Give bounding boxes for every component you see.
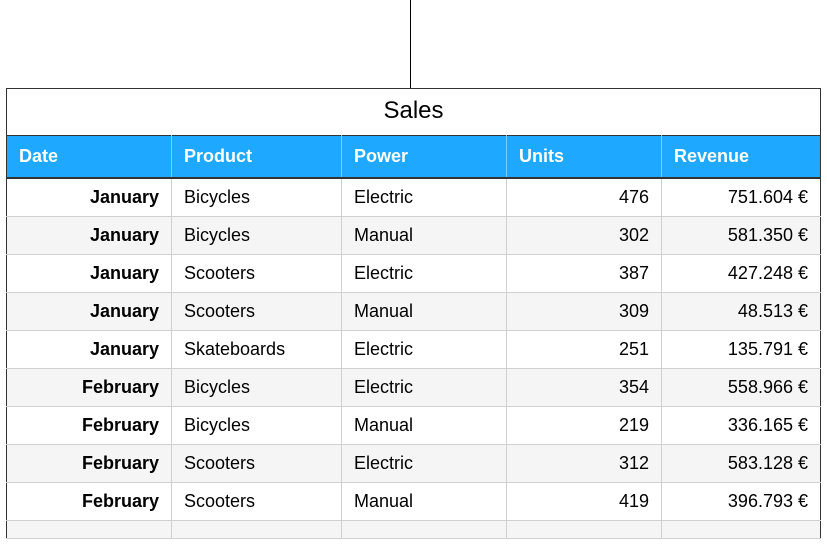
cell-units[interactable]: 251 xyxy=(507,331,662,369)
header-revenue[interactable]: Revenue xyxy=(662,136,821,179)
cell-product[interactable]: Bicycles xyxy=(172,407,342,445)
cell-units[interactable]: 387 xyxy=(507,255,662,293)
cell-date[interactable]: February xyxy=(7,483,172,521)
cell-product[interactable]: Bicycles xyxy=(172,217,342,255)
cell-power[interactable]: Manual xyxy=(342,407,507,445)
cell-units[interactable]: 312 xyxy=(507,445,662,483)
table-header-row: Date Product Power Units Revenue xyxy=(7,136,821,179)
cell-power[interactable]: Electric xyxy=(342,255,507,293)
cell-date[interactable]: January xyxy=(7,293,172,331)
cell-revenue[interactable]: 396.793 € xyxy=(662,483,821,521)
cell-empty[interactable] xyxy=(7,521,172,539)
cell-units[interactable]: 476 xyxy=(507,178,662,217)
cell-power[interactable]: Electric xyxy=(342,331,507,369)
table-row[interactable]: January Scooters Electric 387 427.248 € xyxy=(7,255,821,293)
cell-revenue[interactable]: 135.791 € xyxy=(662,331,821,369)
table-row[interactable]: February Bicycles Manual 219 336.165 € xyxy=(7,407,821,445)
header-power[interactable]: Power xyxy=(342,136,507,179)
cell-product[interactable]: Scooters xyxy=(172,255,342,293)
table-row[interactable]: January Bicycles Manual 302 581.350 € xyxy=(7,217,821,255)
cell-date[interactable]: February xyxy=(7,445,172,483)
sales-table-container: Sales Date Product Power Units Revenue J… xyxy=(6,88,821,539)
table-row[interactable]: February Scooters Electric 312 583.128 € xyxy=(7,445,821,483)
cell-units[interactable]: 302 xyxy=(507,217,662,255)
cell-units[interactable]: 354 xyxy=(507,369,662,407)
header-product[interactable]: Product xyxy=(172,136,342,179)
cell-revenue[interactable]: 427.248 € xyxy=(662,255,821,293)
cell-revenue[interactable]: 336.165 € xyxy=(662,407,821,445)
cell-date[interactable]: January xyxy=(7,331,172,369)
cell-revenue[interactable]: 583.128 € xyxy=(662,445,821,483)
cell-power[interactable]: Manual xyxy=(342,217,507,255)
cell-power[interactable]: Electric xyxy=(342,369,507,407)
cell-empty[interactable] xyxy=(662,521,821,539)
cell-units[interactable]: 419 xyxy=(507,483,662,521)
cell-empty[interactable] xyxy=(172,521,342,539)
cell-date[interactable]: February xyxy=(7,369,172,407)
table-row[interactable]: February Scooters Manual 419 396.793 € xyxy=(7,483,821,521)
cell-revenue[interactable]: 751.604 € xyxy=(662,178,821,217)
cell-power[interactable]: Electric xyxy=(342,178,507,217)
table-row[interactable]: January Scooters Manual 309 48.513 € xyxy=(7,293,821,331)
header-date[interactable]: Date xyxy=(7,136,172,179)
cell-product[interactable]: Skateboards xyxy=(172,331,342,369)
cell-empty[interactable] xyxy=(342,521,507,539)
table-row[interactable]: February Bicycles Electric 354 558.966 € xyxy=(7,369,821,407)
sales-table: Date Product Power Units Revenue January… xyxy=(6,135,821,539)
cell-revenue[interactable]: 581.350 € xyxy=(662,217,821,255)
cell-product[interactable]: Scooters xyxy=(172,483,342,521)
cell-units[interactable]: 309 xyxy=(507,293,662,331)
table-row-empty[interactable] xyxy=(7,521,821,539)
table-row[interactable]: January Bicycles Electric 476 751.604 € xyxy=(7,178,821,217)
cell-units[interactable]: 219 xyxy=(507,407,662,445)
callout-line xyxy=(410,0,411,88)
cell-power[interactable]: Manual xyxy=(342,483,507,521)
header-units[interactable]: Units xyxy=(507,136,662,179)
table-row[interactable]: January Skateboards Electric 251 135.791… xyxy=(7,331,821,369)
cell-date[interactable]: January xyxy=(7,178,172,217)
table-title: Sales xyxy=(6,88,821,135)
cell-date[interactable]: January xyxy=(7,217,172,255)
cell-revenue[interactable]: 48.513 € xyxy=(662,293,821,331)
cell-empty[interactable] xyxy=(507,521,662,539)
cell-product[interactable]: Scooters xyxy=(172,445,342,483)
cell-product[interactable]: Scooters xyxy=(172,293,342,331)
cell-product[interactable]: Bicycles xyxy=(172,178,342,217)
cell-power[interactable]: Electric xyxy=(342,445,507,483)
cell-product[interactable]: Bicycles xyxy=(172,369,342,407)
cell-date[interactable]: January xyxy=(7,255,172,293)
cell-power[interactable]: Manual xyxy=(342,293,507,331)
cell-date[interactable]: February xyxy=(7,407,172,445)
cell-revenue[interactable]: 558.966 € xyxy=(662,369,821,407)
